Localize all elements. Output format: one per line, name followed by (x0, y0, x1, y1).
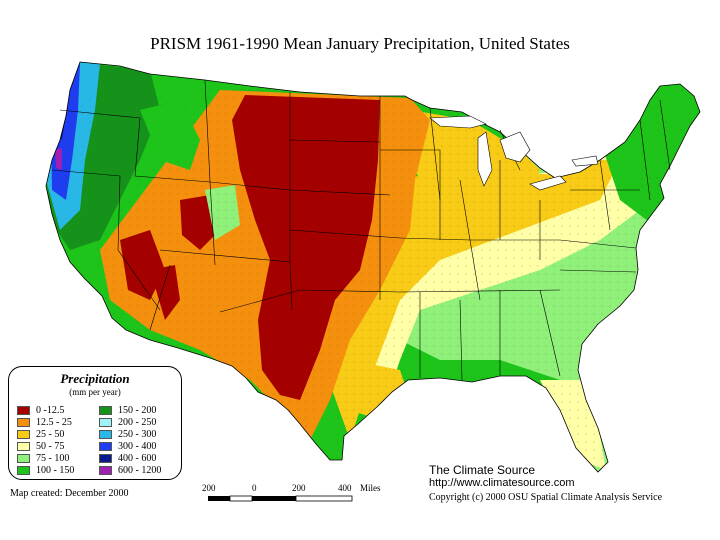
legend-label: 100 - 150 (36, 465, 75, 476)
legend-label: 0 -12.5 (36, 405, 65, 416)
legend-swatch (99, 418, 112, 428)
scale-bar-graphic (208, 495, 353, 502)
legend-item: 25 - 50 (17, 429, 64, 440)
legend-label: 400 - 600 (118, 453, 157, 464)
legend-units: (mm per year) (69, 387, 121, 397)
scale-unit: Miles (360, 483, 381, 493)
legend-item: 0 -12.5 (17, 405, 64, 416)
legend-label: 300 - 400 (118, 441, 157, 452)
great-lakes (429, 115, 599, 191)
legend-label: 600 - 1200 (118, 465, 162, 476)
scale-label: 200 (292, 483, 306, 493)
map-title: PRISM 1961-1990 Mean January Precipitati… (150, 34, 570, 53)
legend-item: 600 - 1200 (99, 465, 161, 476)
legend-swatch (99, 406, 112, 416)
legend-label: 150 - 200 (118, 405, 157, 416)
scale-label: 0 (252, 483, 257, 493)
legend-item: 50 - 75 (17, 441, 64, 452)
legend-label: 50 - 75 (36, 441, 65, 452)
copyright: Copyright (c) 2000 OSU Spatial Climate A… (429, 492, 663, 503)
legend-item: 12.5 - 25 (17, 417, 72, 428)
legend-label: 200 - 250 (118, 417, 157, 428)
legend-swatch (99, 466, 112, 476)
legend-title: Precipitation (60, 371, 130, 386)
legend-swatch (17, 430, 30, 440)
legend-swatch (17, 418, 30, 428)
scale-label: 400 (338, 483, 352, 493)
legend-swatch (99, 454, 112, 464)
legend-label: 12.5 - 25 (36, 417, 72, 428)
legend-swatch (99, 442, 112, 452)
legend-swatch (17, 442, 30, 452)
legend: Precipitation (mm per year) 0 -12.5 12.5 … (8, 366, 182, 480)
legend-item: 250 - 300 (99, 429, 156, 440)
legend-swatch (17, 454, 30, 464)
created-date: Map created: December 2000 (10, 488, 129, 499)
legend-item: 75 - 100 (17, 453, 69, 464)
legend-swatch (99, 430, 112, 440)
legend-label: 250 - 300 (118, 429, 157, 440)
legend-item: 200 - 250 (99, 417, 156, 428)
scale-label: 200 (202, 483, 216, 493)
legend-item: 150 - 200 (99, 405, 156, 416)
legend-item: 100 - 150 (17, 465, 74, 476)
source-name: The Climate Source (429, 463, 536, 477)
legend-swatch (17, 406, 30, 416)
source-url[interactable]: http://www.climatesource.com (429, 477, 575, 489)
legend-label: 75 - 100 (36, 453, 70, 464)
legend-label: 25 - 50 (36, 429, 65, 440)
legend-item: 300 - 400 (99, 441, 156, 452)
legend-swatch (17, 466, 30, 476)
legend-item: 400 - 600 (99, 453, 156, 464)
